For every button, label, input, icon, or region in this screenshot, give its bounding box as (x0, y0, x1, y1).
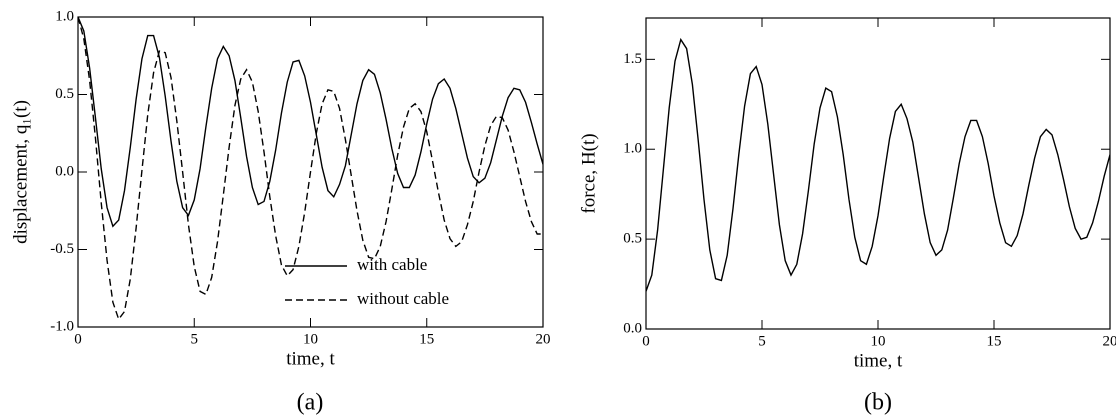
x-tick-label: 0 (642, 333, 650, 349)
x-axis-label: time, t (854, 350, 903, 371)
y-axis-label: force, H(t) (578, 133, 599, 213)
data-line (78, 17, 543, 228)
x-tick-label: 5 (758, 333, 766, 349)
x-tick-label: 20 (1103, 333, 1116, 349)
panel: 0 5 10 15 20 -1.0 -0.5 0.0 0.5 1.0 time, t displace… (10, 8, 550, 415)
plot-frame (77, 16, 544, 328)
y-tick-label: 1.0 (623, 141, 642, 157)
y-tick-label: 1.0 (55, 8, 74, 24)
x-tick-label: 20 (536, 331, 551, 347)
x-tick-label: 10 (871, 333, 886, 349)
panel: 0 5 10 15 20 0.0 0.5 1.0 1.5 time, t force, H(t) (b… (578, 17, 1116, 416)
y-tick-label: 1.5 (623, 51, 642, 67)
y-tick-label: 0.5 (55, 86, 74, 102)
plot-lines (646, 37, 1110, 292)
legend-label: without cable (357, 289, 449, 308)
x-tick-label: 5 (191, 331, 199, 347)
y-axis-label: displacement, q₁(t) (10, 100, 31, 244)
x-tick-label: 15 (987, 333, 1002, 349)
legend-label: with cable (357, 255, 427, 274)
y-tick-label: -0.5 (50, 241, 74, 257)
panel-caption: (a) (297, 390, 324, 416)
panel-caption: (b) (864, 390, 892, 416)
y-tick-label: 0.0 (55, 163, 74, 179)
x-tick-label: 0 (74, 331, 82, 347)
data-line (646, 37, 1110, 292)
x-tick-label: 10 (303, 331, 318, 347)
x-axis-label: time, t (286, 348, 335, 369)
y-tick-label: -1.0 (50, 318, 74, 334)
y-tick-label: 0.5 (623, 231, 642, 247)
y-tick-label: 0.0 (623, 320, 642, 336)
data-line (78, 17, 543, 321)
x-tick-label: 15 (419, 331, 434, 347)
plot-frame (645, 17, 1111, 330)
plot-lines (78, 17, 543, 321)
